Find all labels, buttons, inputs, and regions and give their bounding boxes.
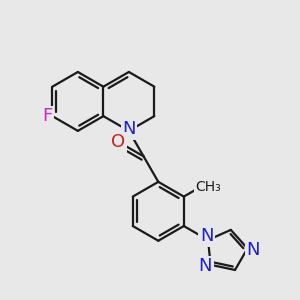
Text: F: F (42, 107, 52, 125)
Text: N: N (122, 120, 136, 138)
Text: O: O (111, 134, 125, 152)
Text: N: N (246, 241, 260, 259)
Text: N: N (199, 257, 212, 275)
Text: CH₃: CH₃ (195, 180, 221, 194)
Text: N: N (200, 227, 213, 245)
